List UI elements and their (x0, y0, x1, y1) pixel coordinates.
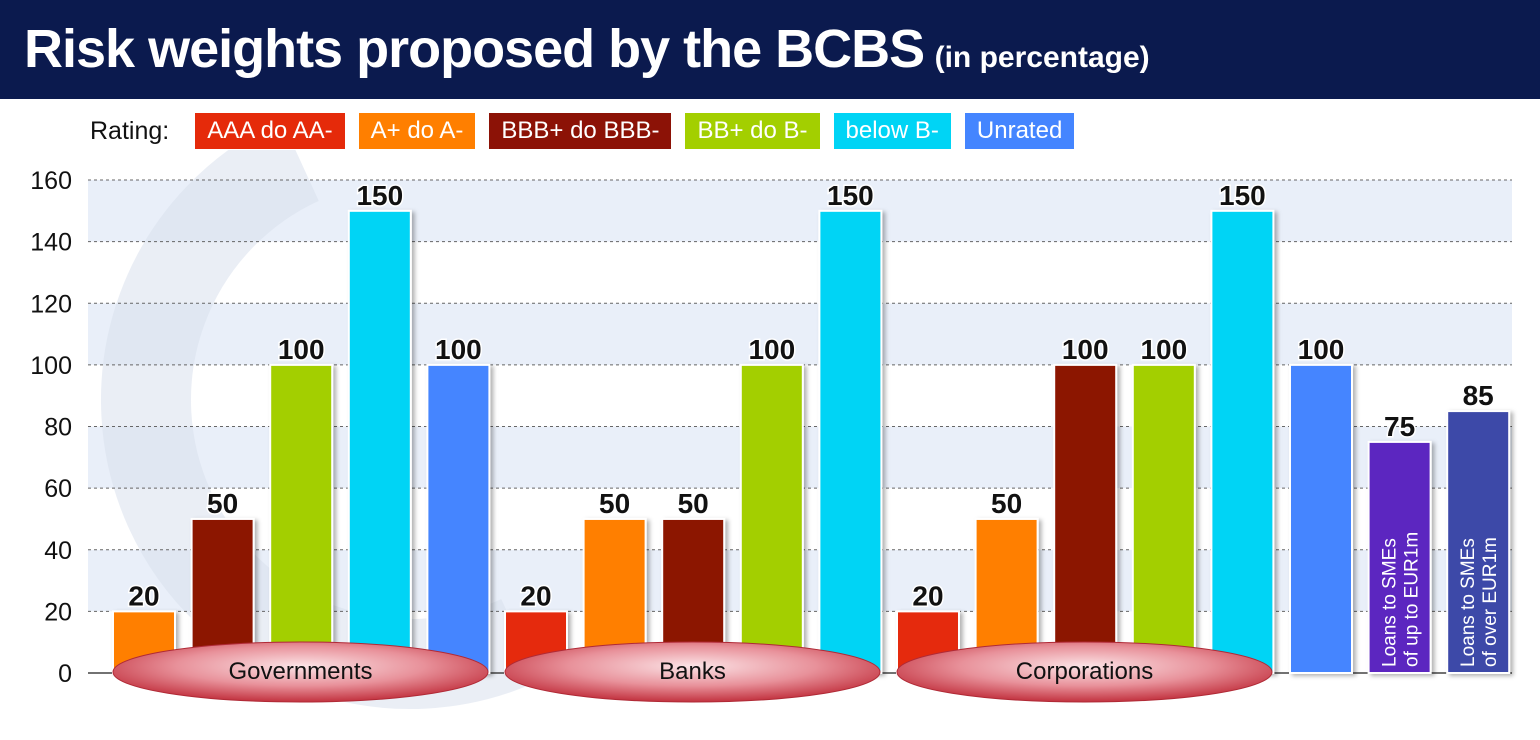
data-label: 50 (678, 488, 709, 519)
legend-label: Rating: (90, 116, 170, 145)
data-label: 150 (827, 180, 874, 211)
data-label: 100 (435, 334, 482, 365)
data-label: 85 (1463, 380, 1494, 411)
group-label: Governments (228, 658, 372, 685)
legend-item-bb: BB+ do B- (685, 113, 820, 149)
bar (1053, 363, 1118, 674)
chart-title: Risk weights proposed by the BCBS (in pe… (24, 18, 1150, 80)
band (88, 303, 1512, 365)
y-tick-label: 160 (30, 167, 72, 195)
group-oval (896, 641, 1273, 703)
group-label: Corporations (1016, 658, 1153, 685)
data-label: 150 (356, 180, 403, 211)
y-tick-label: 40 (44, 537, 72, 565)
data-label: 100 (1298, 334, 1345, 365)
legend-item-aaa: AAA do AA- (195, 113, 345, 149)
data-label: 100 (278, 334, 325, 365)
bar (1289, 363, 1353, 674)
data-label: 20 (128, 580, 159, 611)
bar (818, 209, 883, 674)
title-main: Risk weights proposed by the BCBS (24, 19, 925, 79)
data-labels: 20 50 100 150 100 20 50 50 100 150 20 50 100 100 150 10… (127, 178, 1501, 667)
title-subtitle: (in percentage) (934, 41, 1150, 74)
data-label: 50 (991, 488, 1022, 519)
title-banner: Risk weights proposed by the BCBS (in pe… (0, 0, 1540, 99)
bars (112, 209, 1511, 674)
data-label: 100 (748, 334, 795, 365)
group-oval (504, 641, 881, 703)
bar (1210, 209, 1275, 674)
bar (739, 363, 804, 674)
bar (1446, 410, 1511, 674)
bar (347, 209, 412, 674)
bar (269, 363, 334, 674)
y-axis: 0 20 40 60 80 100 120 140 160 (30, 167, 1512, 688)
bar-text-line: Loans to SMEs (1380, 538, 1401, 667)
data-label: 20 (912, 580, 943, 611)
legend-item-below-b: below B- (833, 113, 951, 149)
legend-item-unrated: Unrated (964, 113, 1075, 149)
legend: Rating: AAA do AA- A+ do A- BBB+ do BBB-… (90, 113, 1088, 149)
bar-chart: 0 20 40 60 80 100 120 140 160 Governments Banks Co… (30, 150, 1512, 709)
data-label: 100 (1140, 334, 1187, 365)
band (88, 241, 1512, 304)
data-label: 100 (1062, 334, 1109, 365)
legend-item-a: A+ do A- (358, 113, 476, 149)
bar-text-line: of up to EUR1m (1402, 532, 1423, 667)
bar-text-line: Loans to SMEs (1458, 538, 1479, 667)
group-label: Banks (659, 658, 726, 685)
bar-text: Loans to SMEsof up to EUR1m (1380, 532, 1423, 667)
bar (1131, 363, 1196, 674)
data-label: 75 (1384, 411, 1415, 442)
y-tick-label: 20 (44, 598, 72, 626)
y-tick-label: 60 (44, 475, 72, 503)
bar (1367, 440, 1432, 674)
group-labels: Governments Banks Corporations (112, 641, 1273, 703)
bar-text-line: of over EUR1m (1480, 537, 1501, 667)
bar (426, 363, 491, 674)
data-label: 50 (599, 488, 630, 519)
y-tick-label: 120 (30, 290, 72, 318)
y-tick-label: 0 (58, 660, 72, 688)
bar-text: Loans to SMEsof over EUR1m (1458, 537, 1501, 667)
data-label: 20 (520, 580, 551, 611)
data-label: 50 (207, 488, 238, 519)
legend-item-bbb: BBB+ do BBB- (489, 113, 672, 149)
y-tick-label: 80 (44, 414, 72, 442)
data-label: 150 (1219, 180, 1266, 211)
y-tick-label: 100 (30, 352, 72, 380)
y-tick-label: 140 (30, 229, 72, 257)
group-oval (112, 641, 489, 703)
band (88, 180, 1512, 242)
